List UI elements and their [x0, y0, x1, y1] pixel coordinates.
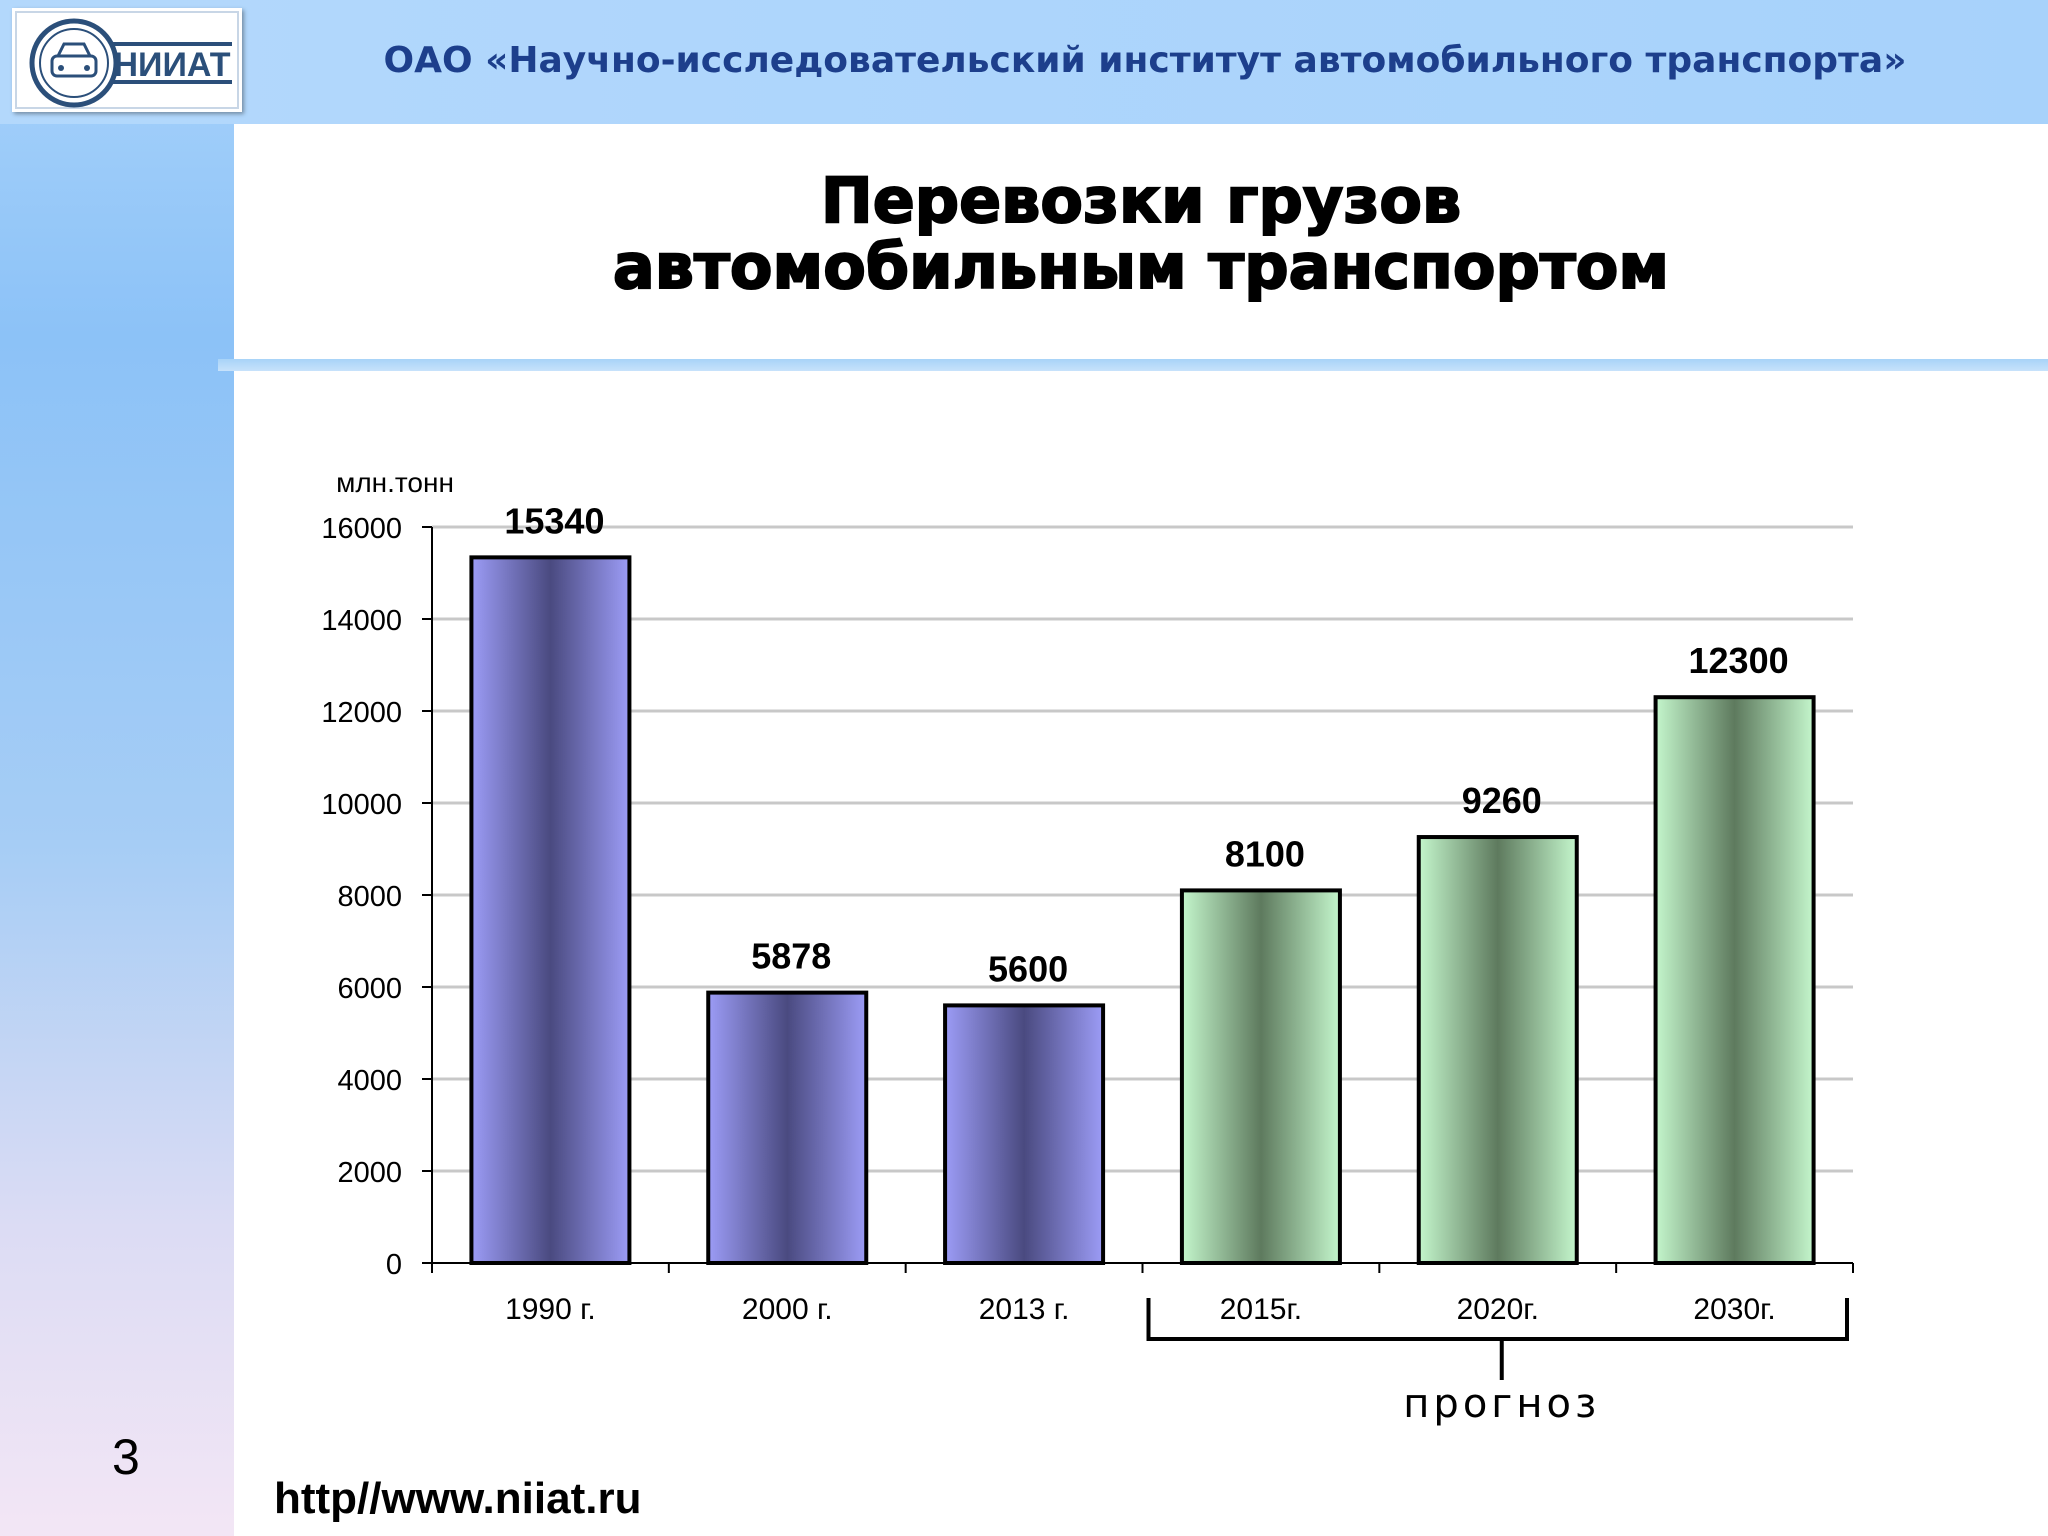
niiat-logo: НИИАТ: [12, 8, 242, 112]
bars: [469, 555, 1816, 1266]
bar-value-label: 12300: [1689, 640, 1789, 681]
axes: [422, 526, 1854, 1273]
y-tick-label: 8000: [337, 881, 402, 913]
x-category-label: 2030г.: [1693, 1293, 1775, 1326]
bar-value-label: 5878: [751, 936, 831, 977]
forecast-bar: [1653, 695, 1816, 1265]
forecast-bracket: прогноз: [1146, 1298, 1849, 1427]
bar-value-label: 15340: [504, 500, 604, 541]
gridlines: [432, 525, 1853, 1173]
actual-bar: [706, 990, 869, 1265]
logo-text: НИИАТ: [113, 46, 230, 84]
organization-name: ОАО «Научно-исследовательский институт а…: [383, 40, 1907, 81]
y-tick-label: 14000: [321, 605, 402, 637]
actual-bar: [469, 555, 632, 1265]
slide-title-line-2: автомобильным транспортом: [612, 230, 1670, 303]
header-band: [0, 0, 2048, 124]
x-category-label: 2015г.: [1220, 1293, 1302, 1326]
slide-title: Перевозки грузов автомобильным транспорт…: [234, 164, 2048, 303]
x-category-label: 1990 г.: [505, 1293, 596, 1326]
bar-value-label: 9260: [1462, 780, 1542, 821]
slide-number: 3: [112, 1429, 140, 1485]
y-tick-label: 2000: [337, 1157, 402, 1189]
x-category-label: 2020г.: [1457, 1293, 1539, 1326]
y-tick-label: 6000: [337, 973, 402, 1005]
forecast-bracket-line: [1146, 1298, 1849, 1341]
x-category-label: 2013 г.: [979, 1293, 1070, 1326]
y-tick-label: 10000: [321, 789, 402, 821]
labels: 0 2000 4000 6000 8000 10000 12000 14000 16000 153…: [321, 500, 1788, 1326]
x-category-label: 2000 г.: [742, 1293, 833, 1326]
forecast-bar: [1179, 888, 1342, 1266]
title-divider: [218, 359, 2048, 371]
y-tick-label: 16000: [321, 513, 402, 545]
website-url: http//www.niiat.ru: [274, 1474, 642, 1523]
bar-value-label: 5600: [988, 948, 1068, 989]
y-tick-label: 0: [386, 1249, 402, 1281]
forecast-label: прогноз: [1403, 1381, 1600, 1427]
forecast-bar: [1416, 835, 1579, 1265]
slide-title-line-1: Перевозки грузов: [820, 164, 1462, 237]
y-axis-unit-label: млн.тонн: [336, 467, 454, 498]
niiat-logo-graphic: НИИАТ: [15, 11, 239, 109]
actual-bar: [943, 1003, 1106, 1266]
left-gradient-strip: [0, 0, 234, 1536]
bar-value-label: 8100: [1225, 833, 1305, 874]
y-tick-label: 12000: [321, 697, 402, 729]
y-tick-label: 4000: [337, 1065, 402, 1097]
